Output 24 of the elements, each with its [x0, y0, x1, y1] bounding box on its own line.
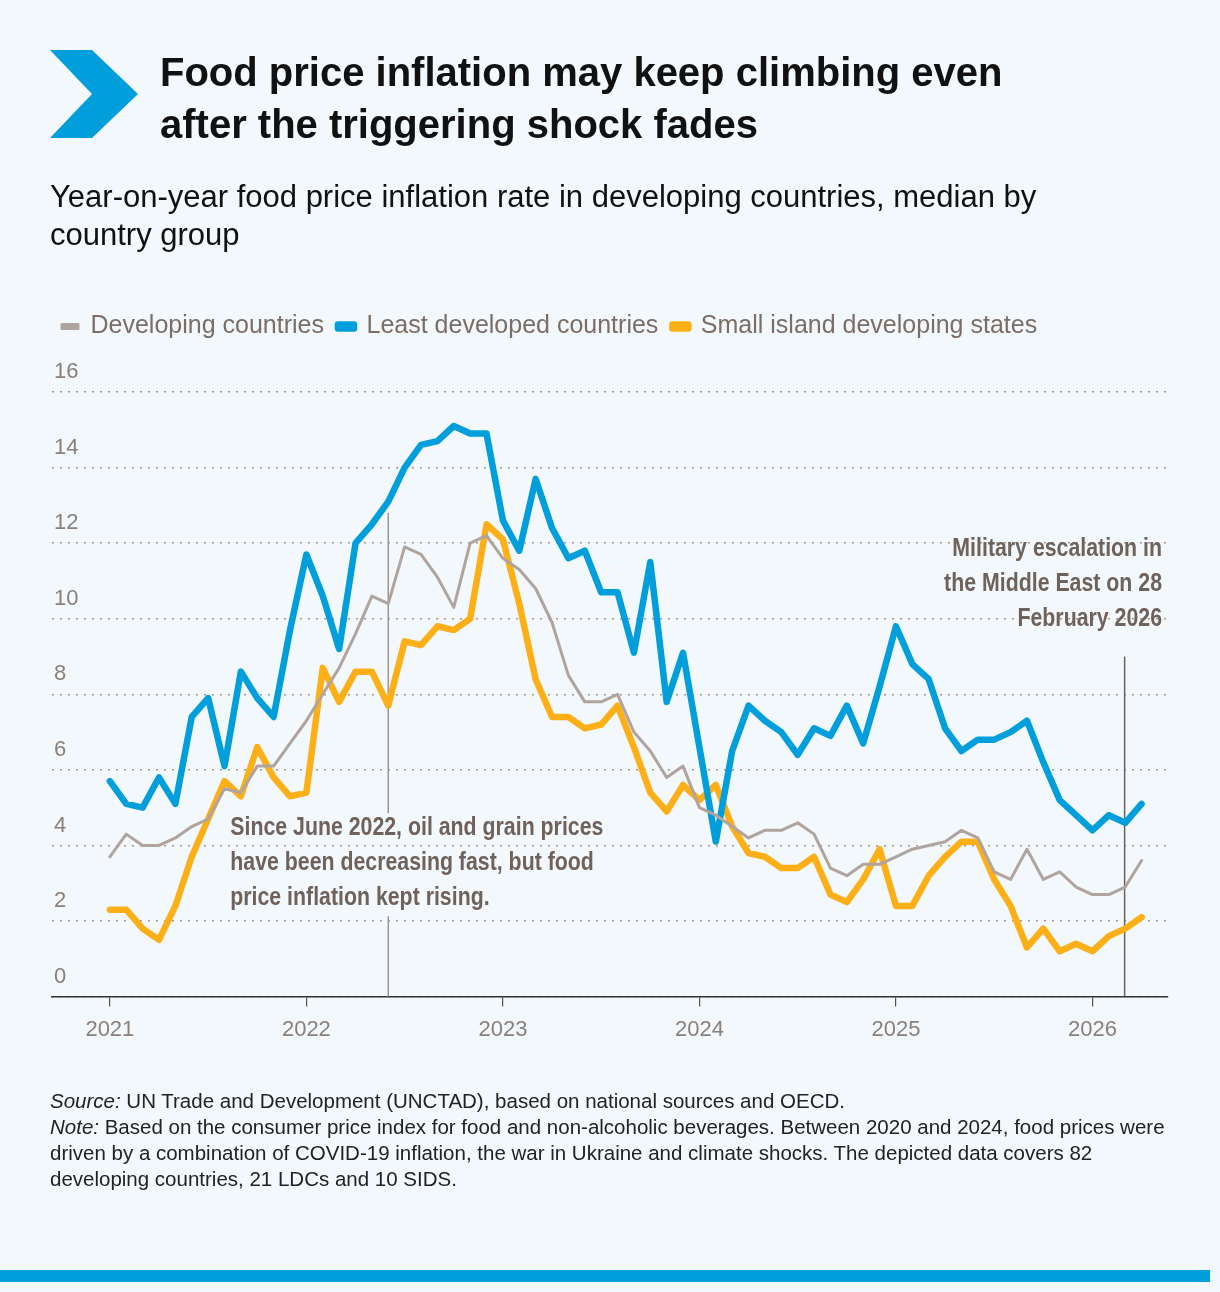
y-tick-label: 16 [54, 358, 79, 384]
chart-title: Food price inflation may keep climbing even after the triggering shock fades [160, 49, 1004, 148]
x-tick-label: 2021 [85, 1015, 135, 1041]
x-tick-label: 2022 [281, 1015, 331, 1041]
legend-label: Least developed countries [366, 310, 659, 339]
y-tick-label: 0 [54, 962, 67, 988]
y-tick-label: 12 [54, 509, 79, 535]
x-tick-label: 2024 [674, 1015, 724, 1041]
y-tick-label: 10 [54, 584, 79, 610]
source-note: Source: UN Trade and Development (UNCTAD), based on national sources and OECD. [50, 1088, 846, 1114]
legend-label: Developing countries [90, 310, 324, 339]
x-tick-label: 2025 [871, 1015, 921, 1041]
y-tick-label: 4 [54, 811, 67, 837]
chart-subtitle: Year-on-year food price inflation rate in developing countries, median by country group [50, 178, 1038, 254]
y-tick-label: 14 [54, 433, 79, 459]
x-tick-label: 2026 [1067, 1015, 1117, 1041]
ref-line-label: Military escalation in the Middle East on 28 February 2026 [944, 531, 1162, 632]
y-tick-label: 6 [54, 735, 67, 761]
legend-label: Small island developing states [700, 310, 1038, 339]
x-tick-label: 2023 [478, 1015, 528, 1041]
text: Note: Based on the consumer price index for food and non-alcoholic beverages. Between 2020 and 2024, food prices were driven by a combination of COVID-19 inflation, the war in Ukraine and climate shocks. The depicted data covers 82 developing countries, 21 LDCs and 10 SIDS. [50, 1114, 1166, 1192]
y-tick-label: 2 [54, 887, 67, 913]
y-tick-label: 8 [54, 660, 67, 686]
ref-line-label: Since June 2022, oil and grain prices have been decreasing fast, but food price inflation kept rising. [230, 811, 604, 911]
